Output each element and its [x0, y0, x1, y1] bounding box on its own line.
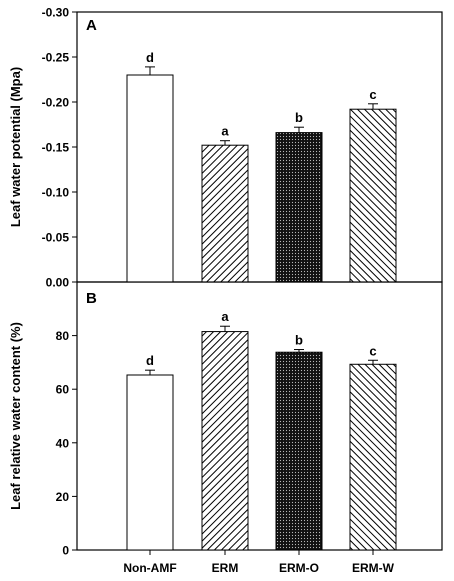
panel-b-bars: d a b c: [126, 309, 397, 551]
x-tick-label: Non-AMF: [123, 561, 176, 575]
y-tick-label: -0.15: [42, 141, 70, 155]
y-tick-label: -0.10: [42, 186, 70, 200]
panel-a-y-axis: 0.00 -0.05 -0.10 -0.15 -0.20 -0.25 -0.30: [42, 6, 77, 290]
bar-non-amf: [126, 374, 174, 551]
bar-erm-o: [275, 132, 323, 283]
x-tick-label: ERM: [212, 561, 239, 575]
significance-letter: d: [146, 50, 154, 65]
y-tick-label: -0.30: [42, 6, 70, 20]
bar-non-amf: [126, 74, 174, 283]
bar-erm: [201, 144, 249, 283]
y-tick-label: 0: [62, 544, 69, 558]
panel-b-label: B: [86, 290, 97, 307]
x-tick-label: ERM-W: [352, 561, 395, 575]
y-tick-label: 60: [56, 383, 70, 397]
y-tick-label: 80: [56, 329, 70, 343]
panel-b: B Leaf relative water content (%) 0 20 40 6…: [8, 281, 443, 558]
panel-a: A Leaf water potential (Mpa) 0.00 -0.05 -0…: [8, 6, 443, 290]
bar-erm-w: [349, 108, 397, 283]
x-axis-labels: Non-AMF ERM ERM-O ERM-W: [123, 550, 395, 575]
panel-b-ylabel: Leaf relative water content (%): [8, 322, 23, 510]
y-tick-label: 40: [56, 436, 70, 450]
x-tick-label: ERM-O: [279, 561, 319, 575]
significance-letter: d: [146, 353, 154, 368]
y-tick-label: -0.25: [42, 51, 70, 65]
panel-a-label: A: [86, 17, 97, 34]
bar-erm-o: [275, 351, 323, 551]
bar-erm-w: [349, 363, 397, 551]
significance-letter: a: [221, 124, 229, 139]
significance-letter: a: [221, 309, 229, 324]
significance-letter: b: [295, 110, 303, 125]
bar-erm: [201, 331, 249, 551]
y-tick-label: -0.05: [42, 231, 70, 245]
y-tick-label: 0.00: [46, 276, 70, 290]
y-tick-label: 20: [56, 490, 70, 504]
panel-a-bars: d a b c: [126, 50, 397, 283]
panel-b-frame: [76, 281, 443, 551]
significance-letter: c: [369, 87, 376, 102]
y-tick-label: -0.20: [42, 96, 70, 110]
significance-letter: c: [369, 343, 376, 358]
panel-a-ylabel: Leaf water potential (Mpa): [8, 67, 23, 227]
significance-letter: b: [295, 333, 303, 348]
panel-b-y-axis: 0 20 40 60 80: [56, 329, 77, 558]
